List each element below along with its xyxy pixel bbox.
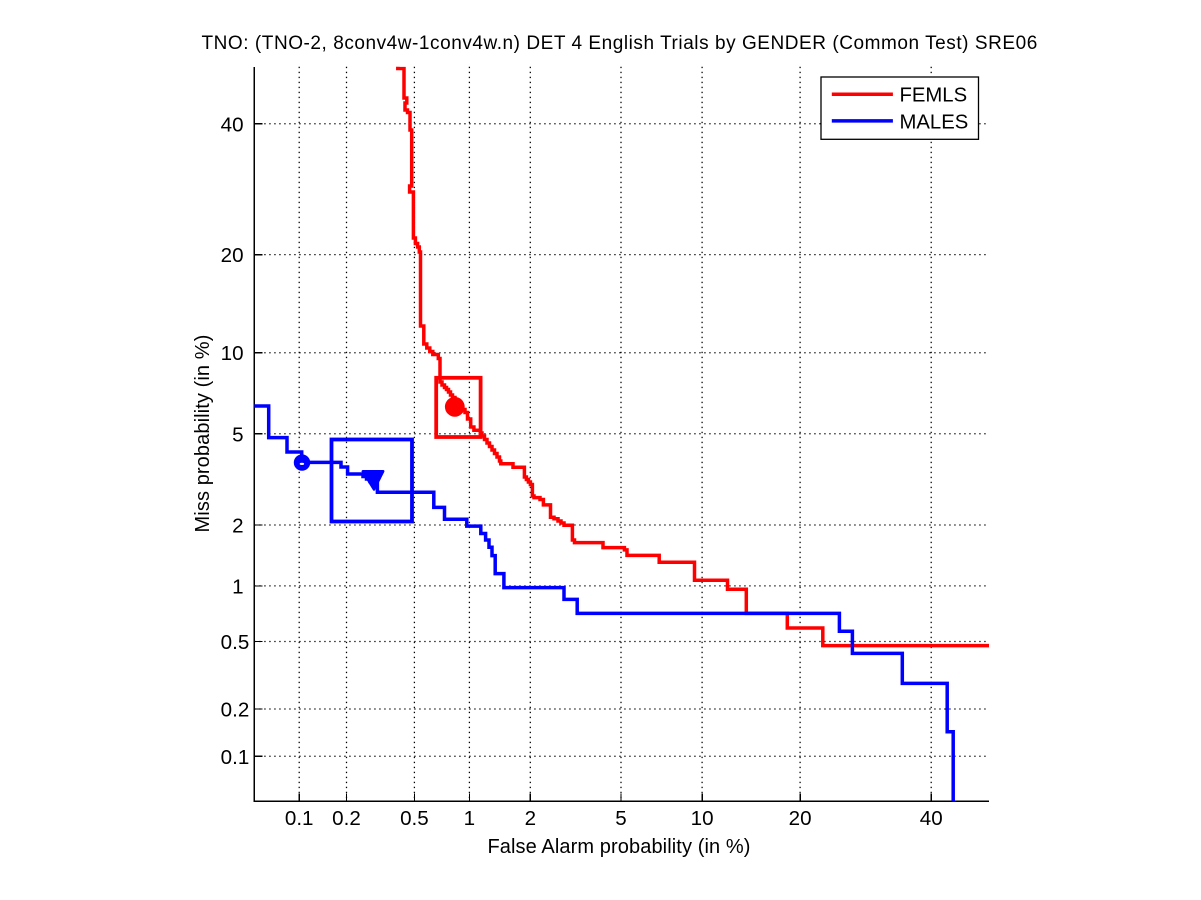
svg-text:MALES: MALES bbox=[900, 111, 969, 133]
svg-text:0.1: 0.1 bbox=[285, 807, 314, 830]
svg-text:20: 20 bbox=[221, 244, 244, 267]
svg-text:False Alarm probability (in %): False Alarm probability (in %) bbox=[487, 836, 750, 858]
svg-text:0.5: 0.5 bbox=[221, 631, 250, 654]
svg-text:5: 5 bbox=[232, 423, 243, 446]
svg-text:Miss probability (in %): Miss probability (in %) bbox=[192, 335, 214, 533]
svg-text:1: 1 bbox=[464, 807, 475, 830]
svg-text:5: 5 bbox=[615, 807, 626, 830]
svg-text:2: 2 bbox=[232, 515, 243, 538]
svg-text:10: 10 bbox=[691, 807, 714, 830]
svg-text:0.5: 0.5 bbox=[400, 807, 429, 830]
svg-text:0.2: 0.2 bbox=[332, 807, 361, 830]
svg-text:TNO: (TNO-2, 8conv4w-1conv4w.n: TNO: (TNO-2, 8conv4w-1conv4w.n) DET 4 En… bbox=[202, 33, 1038, 54]
svg-text:2: 2 bbox=[525, 807, 536, 830]
svg-text:0.2: 0.2 bbox=[221, 699, 250, 722]
svg-text:FEMLS: FEMLS bbox=[900, 85, 968, 107]
svg-text:40: 40 bbox=[221, 113, 244, 136]
svg-text:40: 40 bbox=[920, 807, 943, 830]
svg-text:20: 20 bbox=[789, 807, 812, 830]
svg-text:10: 10 bbox=[221, 342, 244, 365]
svg-text:0.1: 0.1 bbox=[221, 746, 250, 769]
svg-text:1: 1 bbox=[232, 575, 243, 598]
